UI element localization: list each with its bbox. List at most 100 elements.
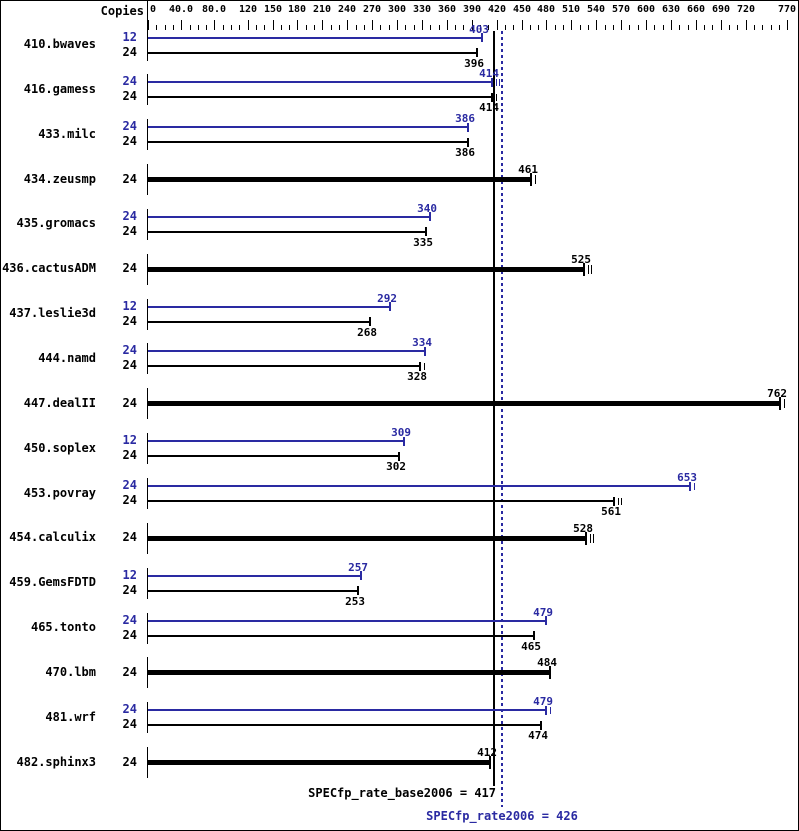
x-axis-minor-tick	[555, 25, 556, 30]
x-axis-major-tick	[621, 20, 622, 30]
x-axis-tick-label: 210	[312, 4, 332, 15]
bar-run-mark	[593, 533, 594, 543]
x-axis-minor-tick	[289, 25, 290, 30]
benchmark-label: 435.gromacs	[16, 216, 96, 231]
bar-value-label: 302	[386, 460, 406, 474]
bar-end-cap	[545, 616, 547, 626]
bar-run-mark	[535, 175, 536, 185]
x-axis-major-tick	[746, 20, 747, 30]
x-axis-major-tick	[397, 20, 398, 30]
x-axis-minor-tick	[173, 25, 174, 30]
bar-end-cap	[419, 361, 421, 371]
benchmark-label: 459.GemsFDTD	[9, 575, 96, 590]
benchmark-label: 433.milc	[38, 126, 96, 141]
x-axis-tick-label: 300	[387, 4, 407, 15]
benchmark-label: 447.dealII	[23, 395, 96, 410]
bar-value-label: 334	[412, 336, 432, 350]
x-axis-minor-tick	[588, 25, 589, 30]
result-bar-base-peak	[148, 266, 584, 272]
group-axis-segment	[147, 433, 148, 465]
x-axis-minor-tick	[256, 25, 257, 30]
result-bar-base	[148, 455, 399, 458]
result-bar-peak	[148, 81, 492, 84]
x-axis-major-tick	[347, 20, 348, 30]
copies-value: 12	[122, 298, 137, 313]
x-axis-tick-label: 360	[437, 4, 457, 15]
group-axis-segment	[147, 343, 148, 375]
result-bar-base	[148, 51, 477, 54]
bar-end-cap	[491, 77, 493, 87]
x-axis-minor-tick	[729, 25, 730, 30]
benchmark-label: 470.lbm	[45, 664, 96, 679]
x-axis-minor-tick	[679, 25, 680, 30]
bar-run-mark	[588, 264, 589, 274]
x-axis-major-tick	[522, 20, 523, 30]
result-bar-base-peak	[148, 670, 550, 676]
group-axis-segment	[147, 74, 148, 106]
x-axis-minor-tick	[538, 25, 539, 30]
result-bar-base	[148, 320, 370, 323]
bar-value-label: 461	[518, 163, 538, 177]
x-axis-tick-label: 510	[561, 4, 581, 15]
x-axis-major-tick	[497, 20, 498, 30]
x-axis-minor-tick	[712, 25, 713, 30]
bar-run-mark	[784, 399, 785, 409]
x-axis-minor-tick	[779, 25, 780, 30]
bar-value-label: 528	[573, 521, 593, 535]
x-axis-tick-label: 720	[736, 4, 756, 15]
group-axis-segment	[147, 657, 148, 689]
copies-value: 24	[122, 171, 137, 186]
result-bar-base-peak	[148, 760, 490, 766]
copies-value: 24	[122, 395, 137, 410]
bar-run-mark	[694, 482, 695, 490]
x-axis-major-tick	[721, 20, 722, 30]
group-axis-segment	[147, 478, 148, 509]
summary-peak-label: SPECfp_rate2006 = 426	[426, 809, 578, 823]
result-bar-peak	[148, 350, 425, 353]
benchmark-label: 481.wrf	[45, 709, 96, 724]
group-axis-segment	[147, 747, 148, 779]
bar-end-cap	[489, 756, 491, 770]
summary-base-label: SPECfp_rate_base2006 = 417	[308, 786, 496, 800]
x-axis-minor-tick	[405, 25, 406, 30]
group-axis-segment	[147, 388, 148, 420]
bar-end-cap	[425, 227, 427, 237]
x-axis-minor-tick	[613, 25, 614, 30]
x-axis-minor-tick	[339, 25, 340, 30]
x-axis-major-tick	[148, 20, 149, 30]
result-bar-base	[148, 724, 541, 727]
x-axis-tick-label: 600	[636, 4, 656, 15]
x-axis-minor-tick	[223, 25, 224, 30]
x-axis-major-tick	[181, 20, 182, 30]
x-axis-major-tick	[596, 20, 597, 30]
result-bar-peak	[148, 36, 482, 39]
bar-end-cap	[424, 346, 426, 356]
bar-end-cap	[398, 451, 400, 461]
bar-end-cap	[533, 631, 535, 641]
x-axis-minor-tick	[704, 25, 705, 30]
bar-value-label: 386	[455, 112, 475, 126]
bar-end-cap	[613, 496, 615, 506]
bar-value-label: 292	[377, 291, 397, 305]
copies-value: 24	[122, 582, 137, 597]
bar-value-label: 414	[479, 101, 499, 115]
x-axis-minor-tick	[654, 25, 655, 30]
x-axis-tick-label: 40.0	[168, 4, 194, 15]
x-axis-tick-label: 570	[611, 4, 631, 15]
bar-run-mark	[496, 78, 497, 86]
bar-end-cap	[491, 92, 493, 102]
bar-value-label: 479	[533, 695, 553, 709]
result-bar-base	[148, 500, 614, 502]
bar-value-label: 386	[455, 146, 475, 160]
result-bar-base	[148, 634, 534, 637]
bar-value-label: 257	[348, 560, 368, 574]
benchmark-label: 465.tonto	[30, 620, 96, 635]
copies-value: 24	[122, 627, 137, 642]
x-axis-major-tick	[297, 20, 298, 30]
result-bar-peak	[148, 574, 361, 577]
bar-value-label: 653	[677, 471, 697, 484]
result-bar-peak	[148, 440, 404, 443]
x-axis-major-tick	[546, 20, 547, 30]
x-axis-major-tick	[787, 20, 788, 30]
x-axis-tick-label: 690	[711, 4, 731, 15]
